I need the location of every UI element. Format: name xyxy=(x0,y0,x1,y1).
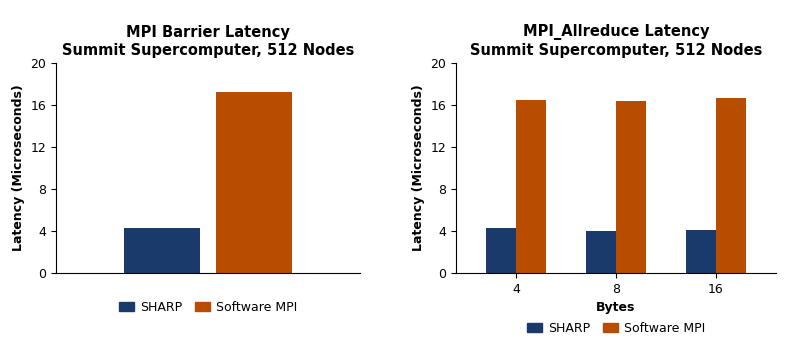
Bar xyxy=(216,92,292,273)
Bar xyxy=(486,228,516,273)
Bar xyxy=(616,101,646,273)
Bar xyxy=(586,231,616,273)
Bar xyxy=(716,98,746,273)
Bar xyxy=(686,230,716,273)
X-axis label: Bytes: Bytes xyxy=(596,301,636,314)
Bar xyxy=(516,100,546,273)
Bar xyxy=(125,228,200,273)
Y-axis label: Latency (Microseconds): Latency (Microseconds) xyxy=(12,85,25,251)
Y-axis label: Latency (Microseconds): Latency (Microseconds) xyxy=(412,85,425,251)
Legend: SHARP, Software MPI: SHARP, Software MPI xyxy=(114,296,302,319)
Title: MPI_Allreduce Latency
Summit Supercomputer, 512 Nodes: MPI_Allreduce Latency Summit Supercomput… xyxy=(470,24,762,58)
Title: MPI Barrier Latency
Summit Supercomputer, 512 Nodes: MPI Barrier Latency Summit Supercomputer… xyxy=(62,25,354,58)
Legend: SHARP, Software MPI: SHARP, Software MPI xyxy=(522,317,710,340)
